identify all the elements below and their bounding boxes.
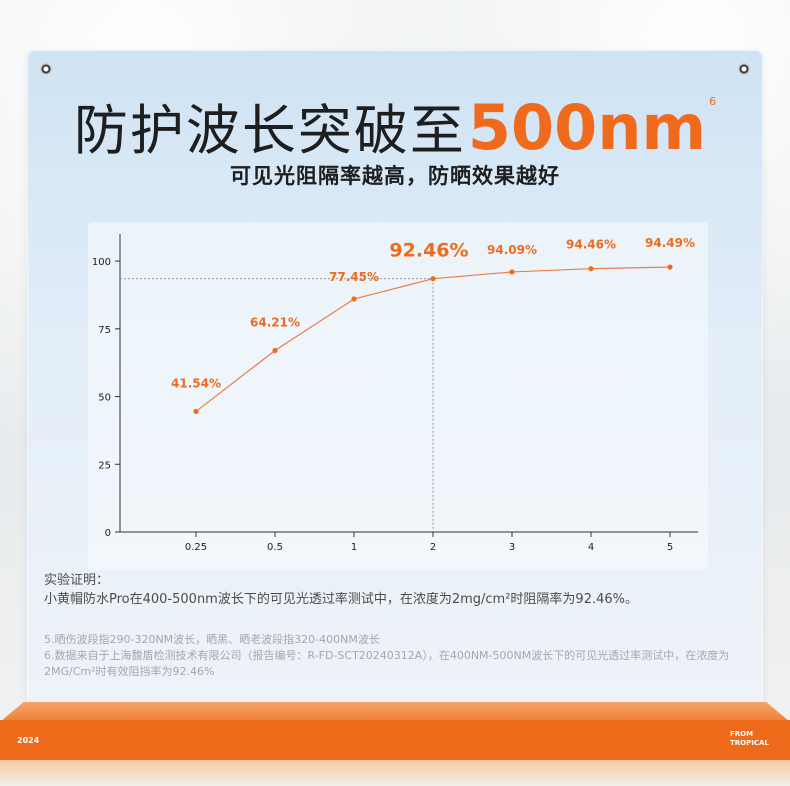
footnote-6: 6.数据来自于上海馥盾检测技术有限公司（报告编号：R-FD-SCT2024031… <box>44 649 730 678</box>
headline-highlight: 500nm <box>467 91 707 164</box>
x-tick-label: 0.5 <box>267 542 283 553</box>
headline: 防护波长突破至 500nm 6 <box>0 86 790 166</box>
subheadline: 可见光阻隔率越高，防晒效果越好 <box>230 164 560 188</box>
footnote-5: 5.晒伤波段指290-320NM波长，晒黑、晒老波段指320-400NM波长 <box>44 633 380 646</box>
base-year: 2024 <box>17 736 40 745</box>
headline-footnote-ref: 6 <box>709 95 717 108</box>
y-tick-label: 0 <box>105 528 111 539</box>
x-tick-label: 2 <box>430 542 436 553</box>
base-brand: FROM TROPICAL <box>730 730 769 747</box>
y-tick-label: 75 <box>98 325 111 336</box>
data-label: 41.54% <box>171 376 221 390</box>
data-point <box>667 264 673 270</box>
x-tick-label: 0.25 <box>185 542 207 553</box>
data-point <box>351 296 357 302</box>
data-label: 94.46% <box>566 238 616 252</box>
data-point <box>272 347 278 354</box>
x-tick-label: 4 <box>588 542 594 553</box>
screw-icon <box>738 63 750 75</box>
data-point <box>509 269 515 275</box>
evidence-title: 实验证明： <box>44 573 110 588</box>
x-tick-label: 1 <box>351 542 357 553</box>
x-tick-label: 5 <box>667 542 673 553</box>
base-shadow <box>0 760 790 786</box>
data-label: 92.46% <box>389 240 468 262</box>
data-label: 94.49% <box>645 236 695 250</box>
base-bevel <box>0 702 790 722</box>
headline-prefix: 防护波长突破至 <box>73 99 466 162</box>
base-bar <box>0 720 790 760</box>
data-point <box>430 276 436 282</box>
y-tick-label: 100 <box>92 257 111 268</box>
data-label: 94.09% <box>487 243 537 257</box>
screw-icon <box>40 63 52 75</box>
data-label: 64.21% <box>250 315 300 329</box>
y-tick-label: 25 <box>98 460 111 471</box>
data-point <box>588 266 594 272</box>
y-tick-label: 50 <box>98 393 111 404</box>
data-point <box>193 408 199 415</box>
x-tick-label: 3 <box>509 542 515 553</box>
evidence-text: 小黄帽防水Pro在400-500nm波长下的可见光透过率测试中，在浓度为2mg/… <box>44 592 639 607</box>
data-label: 77.45% <box>329 270 379 284</box>
